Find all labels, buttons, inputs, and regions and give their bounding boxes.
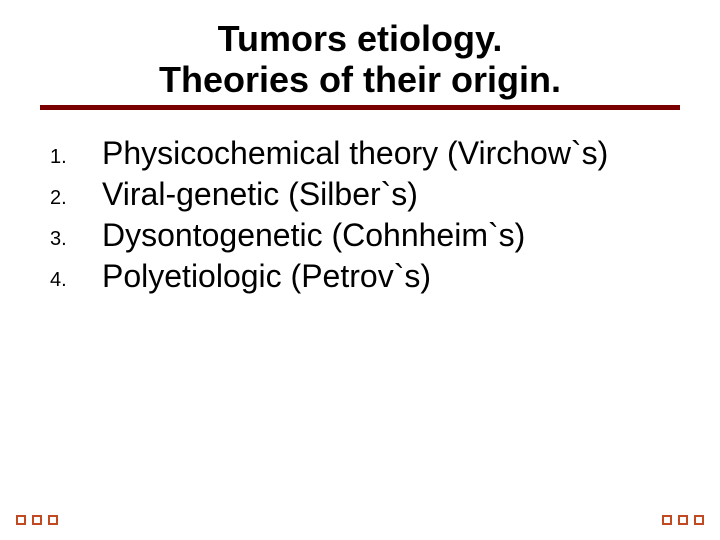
list-text: Polyetiologic (Petrov`s)	[102, 257, 670, 296]
title-block: Tumors etiology. Theories of their origi…	[40, 18, 680, 101]
decor-square-icon	[48, 515, 58, 525]
list-number: 1.	[50, 134, 102, 169]
list-number: 4.	[50, 257, 102, 292]
title-line-1: Tumors etiology.	[40, 18, 680, 59]
list-text: Viral-genetic (Silber`s)	[102, 175, 670, 214]
list-text: Dysontogenetic (Cohnheim`s)	[102, 216, 670, 255]
decor-square-icon	[662, 515, 672, 525]
decor-square-icon	[678, 515, 688, 525]
decor-square-icon	[32, 515, 42, 525]
list-body: 1. Physicochemical theory (Virchow`s) 2.…	[40, 110, 680, 296]
list-text: Physicochemical theory (Virchow`s)	[102, 134, 670, 173]
decor-square-icon	[694, 515, 704, 525]
list-number: 3.	[50, 216, 102, 251]
list-item: 2. Viral-genetic (Silber`s)	[50, 175, 670, 214]
list-item: 4. Polyetiologic (Petrov`s)	[50, 257, 670, 296]
list-item: 1. Physicochemical theory (Virchow`s)	[50, 134, 670, 173]
list-number: 2.	[50, 175, 102, 210]
slide: Tumors etiology. Theories of their origi…	[0, 0, 720, 540]
title-line-2: Theories of their origin.	[40, 59, 680, 100]
decor-square-icon	[16, 515, 26, 525]
list-item: 3. Dysontogenetic (Cohnheim`s)	[50, 216, 670, 255]
